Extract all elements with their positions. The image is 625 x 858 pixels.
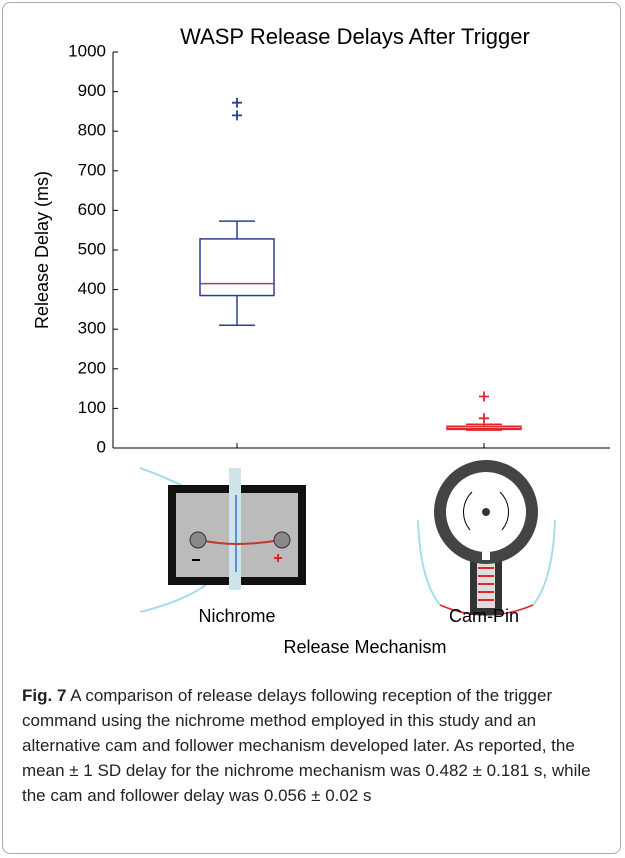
y-tick-label: 200 [78,358,106,377]
y-tick-label: 400 [78,279,106,298]
x-tick-label: Cam-Pin [449,606,519,626]
y-axis-label: Release Delay (ms) [32,171,52,329]
nichrome-illustration [140,468,306,612]
outlier [479,392,489,402]
outlier [232,110,242,120]
chart-title: WASP Release Delays After Trigger [180,24,530,49]
y-tick-label: 700 [78,160,106,179]
cam-pin-illustration [418,460,555,615]
y-tick-label: 100 [78,398,106,417]
caption-label: Fig. 7 [22,686,66,705]
x-tick-label: Nichrome [198,606,275,626]
y-tick-label: 800 [78,121,106,140]
outlier [232,98,242,108]
y-tick-label: 900 [78,81,106,100]
caption: Fig. 7 A comparison of release delays fo… [22,683,612,808]
chart: WASP Release Delays After Trigger Releas… [0,0,625,670]
y-tick-label: 600 [78,200,106,219]
x-axis-label: Release Mechanism [283,637,446,657]
y-tick-label: 0 [97,437,106,456]
box [200,239,274,296]
caption-text: A comparison of release delays following… [22,686,591,805]
outlier [479,413,489,423]
y-tick-label: 1000 [68,41,106,60]
y-tick-label: 300 [78,319,106,338]
y-tick-label: 500 [78,239,106,258]
